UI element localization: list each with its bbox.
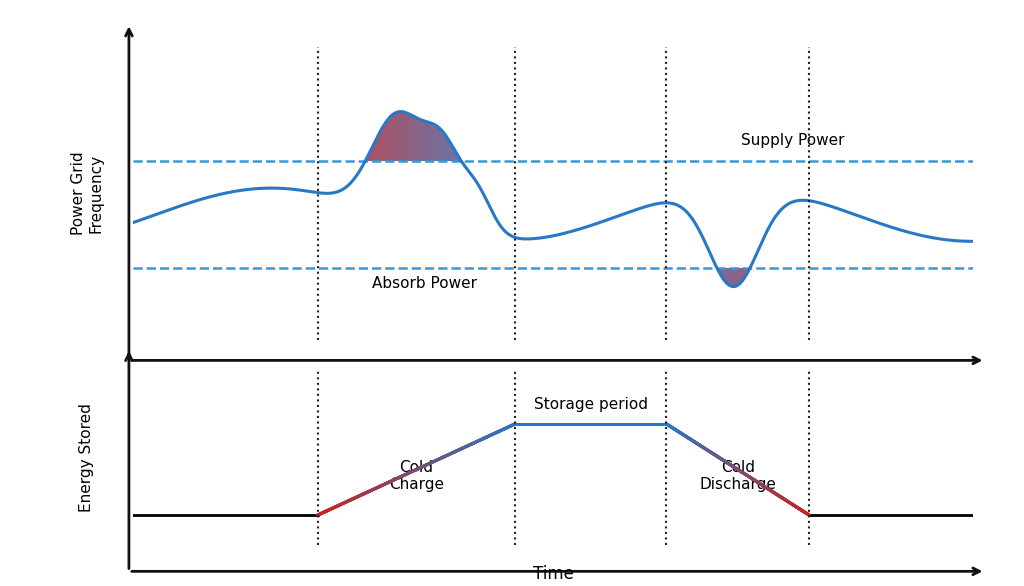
Text: Cold
Charge: Cold Charge [389,460,444,492]
Text: Absorb Power: Absorb Power [373,276,477,291]
Text: Supply Power: Supply Power [740,133,844,148]
Text: Cold
Discharge: Cold Discharge [699,460,776,492]
Y-axis label: Power Grid
Frequency: Power Grid Frequency [71,152,103,235]
Y-axis label: Energy Stored: Energy Stored [80,403,94,512]
Text: Storage period: Storage period [534,397,648,412]
Text: Time: Time [532,565,573,583]
